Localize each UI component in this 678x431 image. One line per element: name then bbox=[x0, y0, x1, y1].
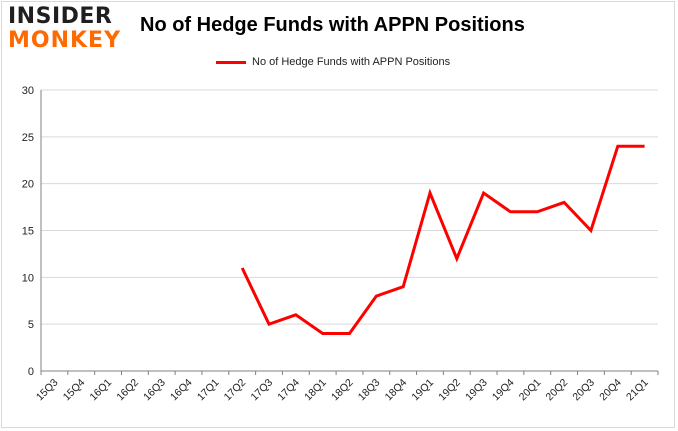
x-tick-label: 17Q1 bbox=[195, 377, 222, 404]
y-tick-label: 5 bbox=[28, 319, 34, 331]
y-tick-label: 30 bbox=[22, 85, 34, 97]
x-tick-label: 20Q1 bbox=[517, 377, 544, 404]
x-tick-label: 19Q4 bbox=[490, 377, 517, 404]
chart-legend: No of Hedge Funds with APPN Positions bbox=[216, 54, 450, 70]
chart-title: No of Hedge Funds with APPN Positions bbox=[140, 14, 525, 36]
x-tick-label: 18Q4 bbox=[383, 377, 410, 404]
x-tick-label: 18Q3 bbox=[356, 377, 383, 404]
legend-label: No of Hedge Funds with APPN Positions bbox=[252, 56, 451, 68]
y-tick-label: 25 bbox=[22, 132, 34, 144]
x-tick-label: 19Q1 bbox=[409, 377, 436, 404]
x-tick-label: 16Q4 bbox=[168, 377, 195, 404]
legend-swatch bbox=[216, 60, 246, 64]
x-tick-label: 15Q3 bbox=[34, 377, 61, 404]
x-tick-label: 19Q3 bbox=[463, 377, 490, 404]
x-tick-label: 16Q3 bbox=[141, 377, 168, 404]
y-tick-label: 20 bbox=[22, 179, 34, 191]
y-tick-label: 15 bbox=[22, 226, 34, 238]
x-tick-label: 20Q3 bbox=[570, 377, 597, 404]
x-tick-label: 20Q4 bbox=[597, 377, 624, 404]
y-tick-label: 10 bbox=[22, 272, 34, 284]
x-tick-label: 17Q4 bbox=[275, 377, 302, 404]
x-tick-label: 19Q2 bbox=[436, 377, 463, 404]
x-tick-label: 20Q2 bbox=[544, 377, 571, 404]
logo-line-1: INSIDER bbox=[8, 4, 113, 29]
x-tick-label: 16Q1 bbox=[88, 377, 115, 404]
x-tick-label: 17Q2 bbox=[222, 377, 249, 404]
x-tick-label: 17Q3 bbox=[248, 377, 275, 404]
x-tick-label: 16Q2 bbox=[114, 377, 141, 404]
x-tick-label: 18Q2 bbox=[329, 377, 356, 404]
x-tick-label: 15Q4 bbox=[61, 377, 88, 404]
series-line bbox=[240, 144, 645, 335]
logo-line-2: MONKEY bbox=[8, 28, 122, 53]
insider-monkey-logo: INSIDER MONKEY bbox=[8, 6, 126, 54]
x-tick-label: 18Q1 bbox=[302, 377, 329, 404]
y-tick-label: 0 bbox=[28, 366, 34, 378]
x-tick-label: 21Q1 bbox=[624, 377, 651, 404]
